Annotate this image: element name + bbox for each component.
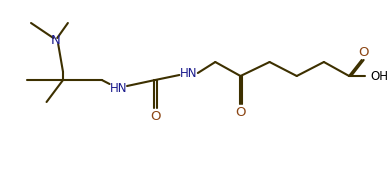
Text: OH: OH <box>370 69 388 82</box>
Text: HN: HN <box>110 82 127 94</box>
Text: N: N <box>50 33 60 46</box>
Text: O: O <box>235 105 246 118</box>
Text: HN: HN <box>180 66 198 80</box>
Text: O: O <box>150 109 160 123</box>
Text: O: O <box>358 46 369 58</box>
